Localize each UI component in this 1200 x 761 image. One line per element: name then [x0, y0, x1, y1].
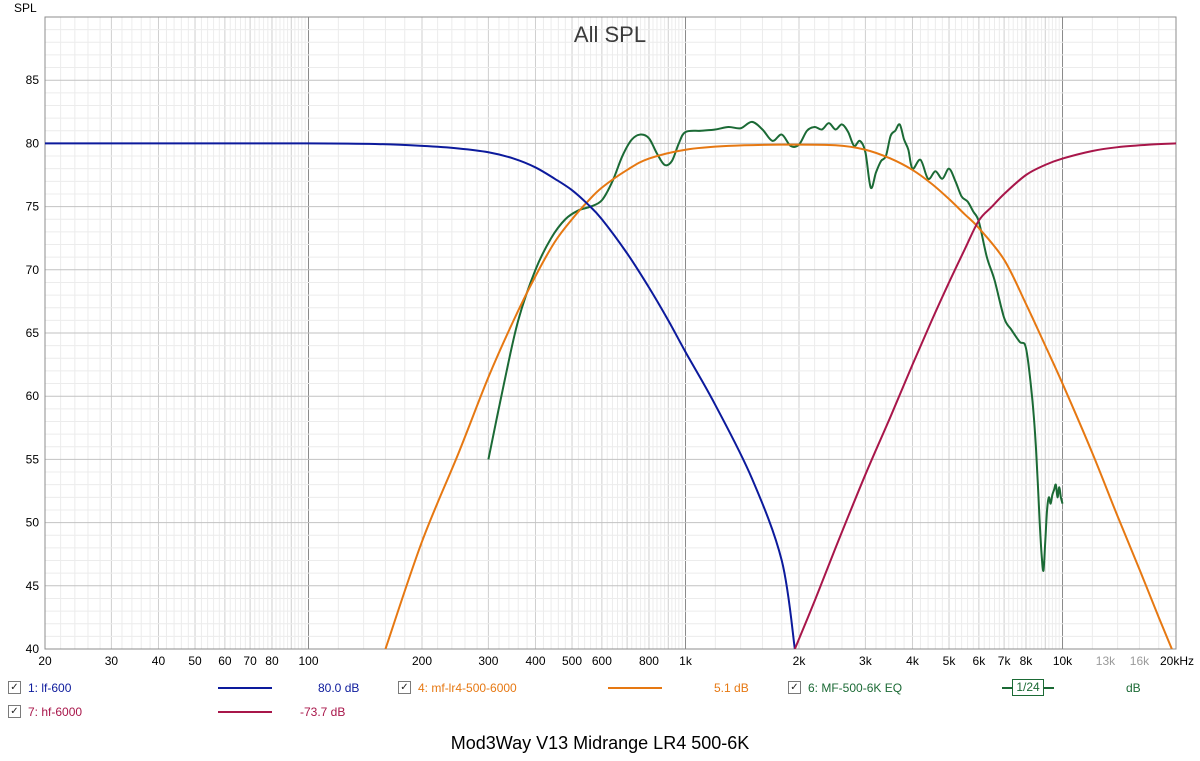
legend-checkbox[interactable]: ✓: [398, 681, 411, 694]
x-tick-label: 5k: [943, 654, 957, 668]
x-tick-label: 60: [218, 654, 232, 668]
x-tick-label: 40: [152, 654, 166, 668]
y-tick-label: 60: [26, 389, 40, 403]
series-hf-6000: [793, 142, 1176, 649]
chart-series: [45, 120, 1176, 649]
y-tick-label: 40: [26, 642, 40, 656]
legend-item-mf-500-6k-eq[interactable]: ✓ 6: MF-500-6K EQ dB: [786, 679, 1146, 699]
series-lf-600: [45, 142, 796, 649]
legend-name: 6: MF-500-6K EQ: [808, 681, 903, 695]
x-tick-label: 7k: [998, 654, 1012, 668]
x-tick-label: 4k: [906, 654, 920, 668]
legend-name: 4: mf-lr4-500-6000: [418, 681, 517, 695]
x-tick-label: 400: [525, 654, 545, 668]
legend-item-lf-600[interactable]: ✓ 1: lf-600 80.0 dB: [6, 679, 386, 699]
x-tick-label: 20: [38, 654, 52, 668]
legend-checkbox[interactable]: ✓: [788, 681, 801, 694]
legend-checkbox[interactable]: ✓: [8, 681, 21, 694]
x-tick-label: 300: [478, 654, 498, 668]
chart-title: All SPL: [574, 22, 646, 47]
y-tick-label: 85: [26, 73, 40, 87]
x-tick-label: 2k: [793, 654, 807, 668]
x-tick-label: 16k: [1130, 654, 1150, 668]
legend-swatch: [218, 687, 272, 689]
legend-swatch: [218, 711, 272, 713]
legend-value: 80.0 dB: [318, 681, 360, 695]
x-tick-label: 800: [639, 654, 659, 668]
x-tick-label: 70: [243, 654, 257, 668]
x-tick-label: 20kHz: [1160, 654, 1194, 668]
y-tick-label: 45: [26, 579, 40, 593]
x-tick-label: 600: [592, 654, 612, 668]
x-tick-label: 500: [562, 654, 582, 668]
y-tick-label: 50: [26, 516, 40, 530]
legend-value: 5.1 dB: [714, 681, 749, 695]
x-tick-label: 8k: [1020, 654, 1034, 668]
y-axis-label: SPL: [14, 1, 37, 15]
x-tick-label: 30: [105, 654, 119, 668]
x-tick-label: 100: [298, 654, 318, 668]
x-tick-label: 1k: [679, 654, 693, 668]
x-tick-label: 13k: [1096, 654, 1116, 668]
smoothing-selector[interactable]: 1/24: [1002, 679, 1054, 696]
legend-value: dB: [1126, 681, 1141, 695]
plot-frame: [44, 16, 1177, 650]
legend-name: 7: hf-6000: [28, 705, 83, 719]
x-tick-label: 10k: [1053, 654, 1073, 668]
series-mf-500-6k-eq: [487, 120, 1064, 572]
legend-checkbox[interactable]: ✓: [8, 705, 21, 718]
legend-value: -73.7 dB: [300, 705, 346, 719]
y-tick-label: 80: [26, 136, 40, 150]
legend-item-mf-lr4-500-6000[interactable]: ✓ 4: mf-lr4-500-6000 5.1 dB: [396, 679, 776, 699]
chart-grid: [44, 16, 1177, 650]
legend-item-hf-6000[interactable]: ✓ 7: hf-6000 -73.7 dB: [6, 703, 386, 723]
x-tick-label: 200: [412, 654, 432, 668]
legend-swatch: [608, 687, 662, 689]
legend-name: 1: lf-600: [28, 681, 72, 695]
x-tick-label: 3k: [859, 654, 873, 668]
y-tick-label: 65: [26, 326, 40, 340]
y-tick-label: 75: [26, 200, 40, 214]
footer-title: Mod3Way V13 Midrange LR4 500-6K: [450, 733, 750, 753]
x-tick-label: 6k: [973, 654, 987, 668]
y-tick-label: 55: [26, 452, 40, 466]
y-tick-label: 70: [26, 263, 40, 277]
x-tick-label: 80: [265, 654, 279, 668]
x-tick-label: 50: [188, 654, 202, 668]
series-mf-lr4-500-6000: [384, 143, 1173, 649]
